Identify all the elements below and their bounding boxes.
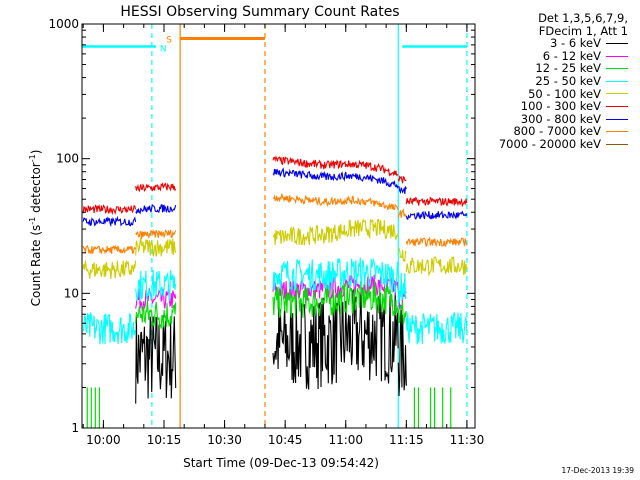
legend-title-line-1: Det 1,3,5,6,7,9, [538,11,628,25]
series-trace-5-2 [135,237,177,257]
legend-swatch [606,68,628,70]
plot-frame [81,23,476,429]
axes: 10:00 10:15 10:30 10:45 11:00 11:15 11:30 1 10 10… [48,17,484,447]
series-trace-2-2 [272,274,399,302]
legend-entry: 300 - 800 keV [478,113,628,126]
legend-title-line-2: FDecim 1, Att 1 [538,23,628,38]
series-trace-1-1 [135,315,177,404]
series-trace-7-1 [82,215,137,228]
series-trace-1-3 [397,309,407,397]
series-12-to-25keV [135,280,407,329]
y-axis-label-end: ) [29,150,43,155]
series-trace-5-1 [82,259,137,280]
series-trace-8-2 [135,228,177,239]
series-trace-8-3 [272,193,399,211]
legend-swatch [606,55,628,57]
series-trace-7-5 [405,210,468,220]
legend-entry: 6 - 12 keV [478,50,628,63]
legend-entry-label: 25 - 50 keV [535,73,601,88]
legend-entry: 50 - 100 keV [478,86,628,101]
legend: Det 1,3,5,6,7,9, FDecim 1, Att 1 3 - 6 k… [478,12,628,151]
x-tick-label: 10:30 [207,433,242,447]
y-tick-label: 1000 [48,17,79,31]
series-trace-4-1 [82,311,137,345]
legend-entry-label: 800 - 7000 keV [513,124,601,139]
y-axis-label-main: Count Rate (s [29,225,43,307]
series-50-to-100keV [82,217,468,280]
series-trace-3-2 [272,280,399,318]
series-trace-6-5 [405,196,468,208]
legend-entry-label: 6 - 12 keV [542,48,601,63]
series-trace-6-3 [272,155,399,177]
series-trace-7-4 [398,186,407,195]
series-trace-5-4 [397,247,407,262]
series-trace-7-2 [135,203,177,215]
x-tick-label: 11:30 [450,433,485,447]
series-trace-4-4 [397,272,407,303]
x-tick-label: 11:15 [389,433,424,447]
y-axis-label: Count Rate (s-1 detector-1) [28,150,43,307]
legend-swatch [606,131,628,133]
series-trace-6-4 [397,175,407,184]
legend-swatch [606,143,628,145]
legend-swatch [606,42,628,44]
x-tick-label: 10:00 [86,433,121,447]
legend-swatch [606,118,628,120]
series-3-to-6keV [135,288,407,404]
timestamp: 17-Dec-2013 19:39 [561,466,634,475]
legend-entry: 7000 - 20000 keV [478,138,628,151]
series-trace-8-4 [397,208,407,218]
x-tick-label: 11:00 [328,433,363,447]
night-flag-label: N [160,45,167,55]
y-axis-label-mid: detector [29,162,43,217]
legend-entry-label: 300 - 800 keV [520,111,601,126]
series-trace-6-2 [135,182,177,193]
chart-title: HESSI Observing Summary Count Rates [120,4,399,20]
legend-swatch [606,93,628,95]
legend-entry-label: 7000 - 20000 keV [498,136,601,151]
x-tick-label: 10:45 [268,433,303,447]
series-100-to-300keV [82,155,468,216]
series-25-to-50keV [82,257,468,345]
series-trace-3-1 [135,299,177,329]
series-trace-8-5 [405,236,468,248]
series-trace-8-1 [82,244,137,255]
y-tick-label: 1 [71,421,79,435]
legend-swatch [606,80,628,82]
attenuator-flag-label: S [166,36,172,46]
series-trace-4-3 [272,257,399,293]
legend-entry: 12 - 25 keV [478,62,628,75]
series-trace-4-2 [135,269,177,302]
legend-swatch [606,105,628,107]
y-tick-label: 10 [64,286,79,300]
series-trace-7-3 [272,167,399,189]
x-axis-label: Start Time (09-Dec-13 09:54:42) [183,456,379,470]
series-trace-5-5 [405,255,468,277]
series-trace-5-3 [272,217,399,246]
series-trace-6-1 [82,204,137,216]
series-300-to-800keV [82,167,468,228]
legend-entry: 3 - 6 keV [478,37,628,50]
plot-area: NS [82,24,468,428]
legend-entry: 800 - 7000 keV [478,125,628,138]
legend-entry: 100 - 300 keV [478,100,628,113]
y-axis-label-sup1: -1 [28,217,37,225]
legend-entry-label: 100 - 300 keV [520,99,601,114]
legend-entry: 25 - 50 keV [478,75,628,88]
y-tick-label: 100 [56,152,79,166]
legend-entries: 3 - 6 keV 6 - 12 keV 12 - 25 keV 25 - 50 ke… [478,37,628,150]
legend-entry-label: 12 - 25 keV [535,61,601,76]
legend-entry-label: 50 - 100 keV [528,86,601,101]
y-axis-label-sup2: -1 [28,154,37,162]
x-tick-label: 10:15 [147,433,182,447]
series-trace-3-3 [397,302,407,325]
series-800-to-7000keV [82,193,468,255]
series-trace-4-5 [405,311,468,345]
legend-entry-label: 3 - 6 keV [550,36,601,51]
